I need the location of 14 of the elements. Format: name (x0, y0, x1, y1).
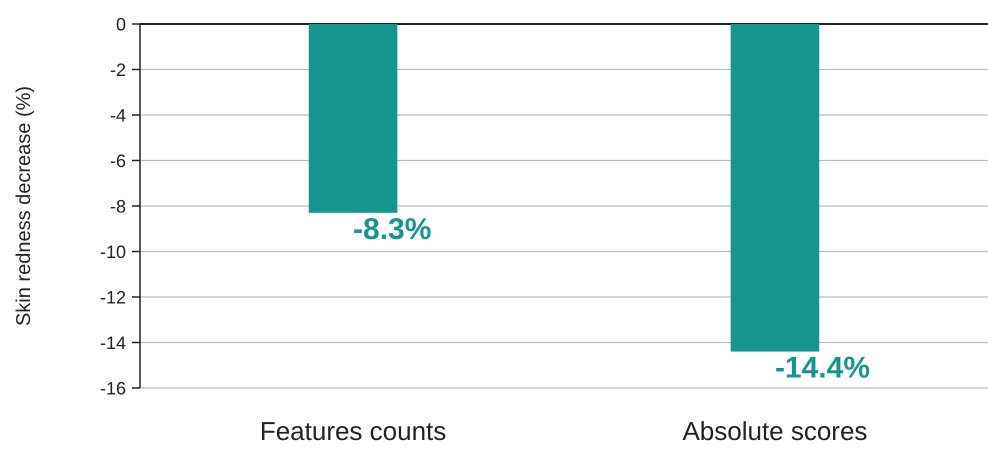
y-tick-label: -16 (100, 378, 126, 398)
y-tick-label: -14 (100, 332, 126, 353)
y-tick-label: -12 (100, 287, 126, 308)
y-tick-label: -6 (110, 150, 126, 171)
y-tick-label: -2 (110, 60, 126, 80)
y-axis-title: Skin redness decrease (%) (13, 86, 35, 326)
x-tick-label: Features counts (260, 416, 446, 446)
y-tick-label: -10 (100, 242, 126, 262)
y-tick-label: -4 (110, 105, 126, 126)
data-label: -8.3% (353, 212, 432, 246)
data-label: -14.4% (774, 352, 870, 385)
y-tick-label: 0 (116, 14, 126, 34)
y-tick-label: -8 (110, 196, 126, 216)
x-tick-label: Absolute scores (682, 416, 868, 446)
